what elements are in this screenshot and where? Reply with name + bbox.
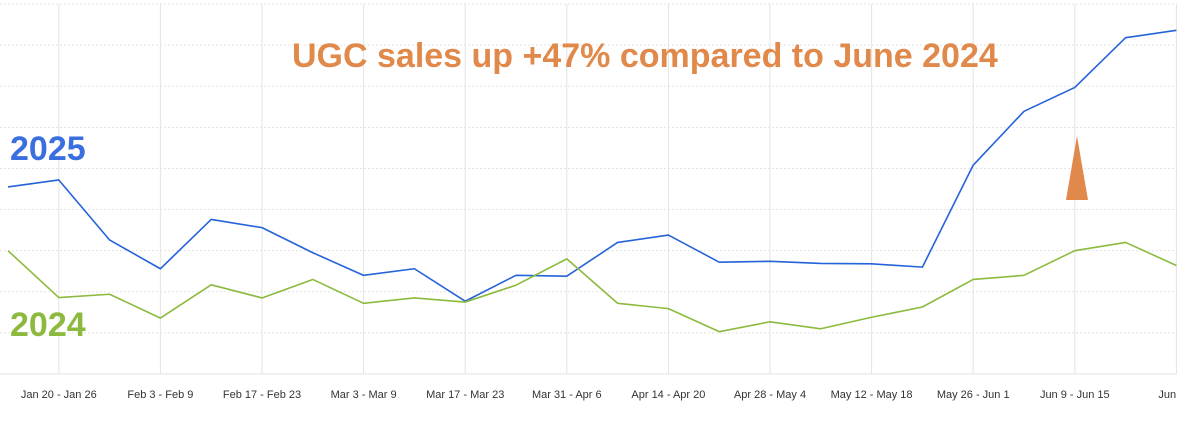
x-axis-ticks: Jan 20 - Jan 26 Feb 3 - Feb 9 Feb 17 - Feb… <box>21 389 1177 401</box>
x-tick-label: Mar 17 - Mar 23 <box>426 389 504 401</box>
x-tick-label: Feb 3 - Feb 9 <box>127 389 193 401</box>
x-tick-label: May 12 - May 18 <box>831 389 913 401</box>
series-label-2025: 2025 <box>10 130 86 168</box>
x-tick-label: Jun 23 - <box>1158 389 1177 401</box>
grid <box>0 3 1177 375</box>
chart-annotation: UGC sales up +47% compared to June 2024 <box>292 37 998 75</box>
x-tick-label: Jan 20 - Jan 26 <box>21 389 97 401</box>
x-tick-label: May 26 - Jun 1 <box>937 389 1010 401</box>
x-tick-label: Apr 14 - Apr 20 <box>631 389 705 401</box>
x-tick-label: Mar 3 - Mar 9 <box>331 389 397 401</box>
series-line-2024 <box>7 241 1177 333</box>
series-line-2025 <box>7 29 1177 303</box>
x-tick-label: Jun 9 - Jun 15 <box>1040 389 1110 401</box>
x-tick-label: Feb 17 - Feb 23 <box>223 389 301 401</box>
series-lines <box>7 29 1177 333</box>
x-tick-label: Mar 31 - Apr 6 <box>532 389 602 401</box>
up-arrow-icon <box>1066 136 1088 200</box>
x-tick-label: Apr 28 - May 4 <box>734 389 806 401</box>
series-label-2024: 2024 <box>10 306 86 344</box>
